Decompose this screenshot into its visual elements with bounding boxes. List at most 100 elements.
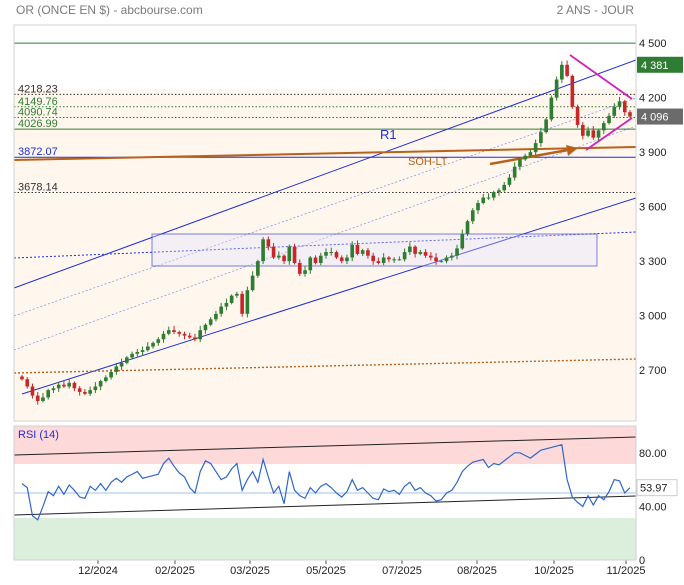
candle-body [376, 261, 381, 263]
y-tick-label: 3 000 [639, 311, 667, 323]
candle-body [135, 351, 140, 354]
candle-body [240, 293, 244, 314]
annotation-r1: R1 [380, 127, 397, 142]
candle-body [219, 306, 223, 314]
last-price-tag-bg [637, 108, 683, 125]
candle-body [30, 386, 35, 396]
rsi-y-tick-label: 40.00 [639, 501, 667, 513]
candle-body [88, 390, 92, 394]
candle-body [607, 115, 611, 124]
candle-body [423, 252, 428, 256]
candle-body [104, 377, 108, 382]
candle-body [318, 255, 323, 263]
axis-layer: 2 700 3 000 3 300 3 600 3 900 4 200 4 500 12/20… [13, 24, 683, 577]
candle-body [25, 379, 30, 387]
candle-body [334, 252, 339, 258]
candle-body [429, 255, 433, 258]
candle-body [549, 97, 554, 120]
candle-body [161, 333, 166, 340]
candle-body [261, 239, 265, 262]
candle-body [371, 255, 375, 262]
candle-body [172, 330, 176, 332]
candle-body [20, 376, 24, 380]
level-label: 3872.07 [18, 146, 58, 158]
candle-body [523, 155, 527, 160]
last-price-tag: 4 096 [641, 112, 669, 124]
candle-body [470, 210, 475, 222]
candle-body [83, 391, 87, 394]
candle-body [539, 132, 543, 144]
candle-body [486, 197, 491, 199]
candle-body [266, 239, 271, 247]
candle-body [512, 166, 517, 178]
rsi-overbought-zone [14, 426, 636, 464]
price-panel-bg [14, 25, 636, 421]
candle-body [193, 337, 197, 340]
candle-body [313, 257, 318, 263]
x-tick-label: 02/2025 [155, 565, 195, 577]
candle-body [35, 395, 40, 402]
candle-body [51, 388, 56, 391]
candle-body [114, 366, 119, 372]
y-tick-label: 3 600 [639, 202, 667, 214]
candle-body [98, 381, 103, 387]
candle-body [444, 257, 449, 262]
candle-body [287, 246, 292, 262]
price-panel-top-band [14, 25, 636, 89]
current-price-tag: 4 381 [641, 60, 669, 72]
candle-body [156, 339, 161, 343]
candle-body [125, 357, 129, 363]
candle-body [140, 350, 145, 352]
candle-body [277, 255, 281, 258]
candle-body [67, 382, 71, 387]
candle-body [214, 313, 218, 320]
y-tick-label: 4 500 [639, 38, 667, 50]
candle-body [256, 261, 260, 276]
candle-body [622, 101, 627, 113]
candle-body [397, 259, 402, 261]
soh-lt-line [13, 146, 637, 161]
x-tick-label: 12/2024 [78, 565, 118, 577]
channel-mid-upper-line [13, 97, 637, 317]
candle-body [465, 221, 470, 234]
channel-lower-line [21, 197, 637, 395]
candle-body [282, 255, 286, 262]
candle-body [355, 244, 360, 254]
rsi-layer [13, 436, 637, 521]
rsi-upper-trendline [13, 436, 637, 456]
candle-body [198, 330, 203, 340]
candle-body [528, 152, 533, 156]
candle-body [130, 353, 134, 358]
trend-arrow-head [566, 145, 578, 156]
candle-body [481, 197, 486, 204]
candle-body [297, 262, 302, 274]
candle-body [612, 106, 617, 116]
candle-body [533, 143, 538, 153]
candle-body [208, 319, 213, 325]
candles-layer [20, 60, 632, 405]
level-label: 4218.23 [18, 83, 58, 95]
candle-body [345, 257, 349, 262]
rsi-last-value: 53.97 [640, 483, 668, 495]
candle-body [392, 259, 396, 261]
candle-body [408, 246, 412, 253]
chart-title: OR (ONCE EN $) - abcbourse.com [16, 3, 203, 17]
candle-body [41, 397, 45, 402]
candle-body [308, 257, 313, 271]
candle-body [402, 252, 407, 260]
candle-body [292, 246, 297, 263]
candle-body [586, 130, 590, 136]
rsi-label: RSI (14) [18, 429, 59, 441]
current-price-tag-bg [637, 56, 683, 73]
candle-body [271, 246, 276, 258]
candle-body [229, 295, 234, 303]
candle-body [62, 384, 66, 387]
candle-body [166, 330, 171, 334]
candle-body [591, 130, 596, 138]
candle-body [324, 252, 328, 256]
candle-body [570, 75, 575, 107]
candle-body [250, 275, 255, 291]
chart-period: 2 ANS - JOUR [557, 3, 635, 17]
y-tick-label: 2 700 [639, 365, 667, 377]
